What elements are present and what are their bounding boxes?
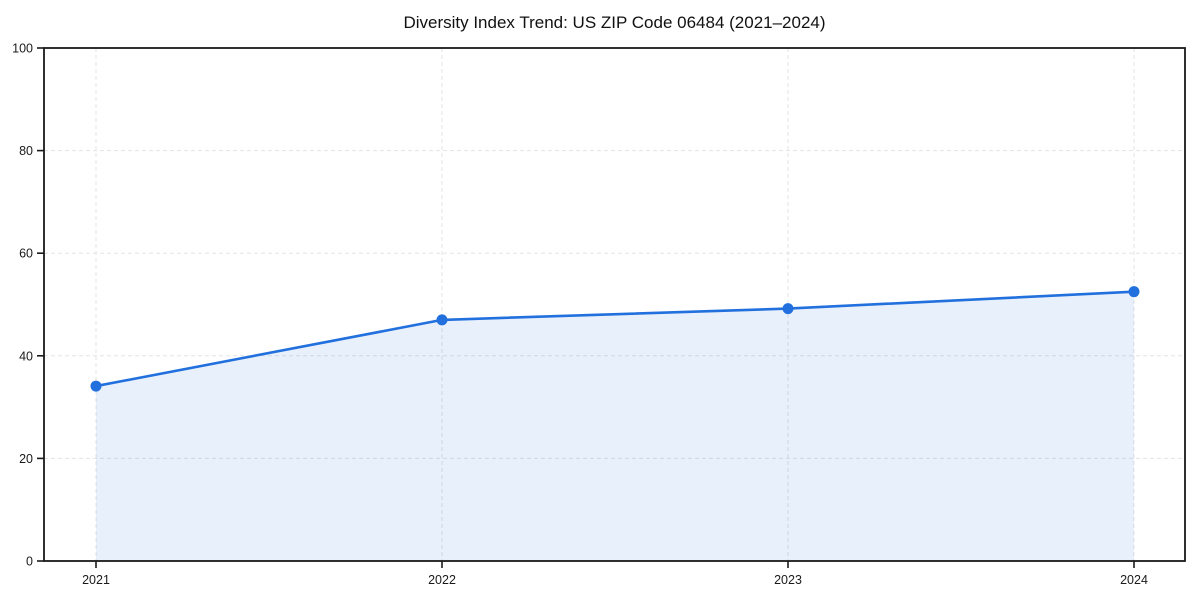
x-tick-label: 2022 xyxy=(428,573,456,587)
data-point-2024 xyxy=(1128,286,1140,298)
y-tick-label: 80 xyxy=(19,144,33,158)
chart-title: Diversity Index Trend: US ZIP Code 06484… xyxy=(403,13,826,32)
y-tick-label: 60 xyxy=(19,247,33,261)
y-tick-label: 100 xyxy=(12,42,33,56)
data-point-2021 xyxy=(90,380,102,392)
x-tick-label: 2024 xyxy=(1120,573,1148,587)
data-point-2023 xyxy=(782,303,794,315)
y-tick-label: 0 xyxy=(26,555,33,569)
trend-line xyxy=(94,290,1136,388)
y-tick-label: 20 xyxy=(19,452,33,466)
x-tick-label: 2021 xyxy=(82,573,110,587)
data-point-2022 xyxy=(436,314,448,326)
plot-border xyxy=(43,47,1186,562)
y-tick-label: 40 xyxy=(19,349,33,363)
x-tick-label: 2023 xyxy=(774,573,802,587)
area-fill xyxy=(96,291,1134,561)
